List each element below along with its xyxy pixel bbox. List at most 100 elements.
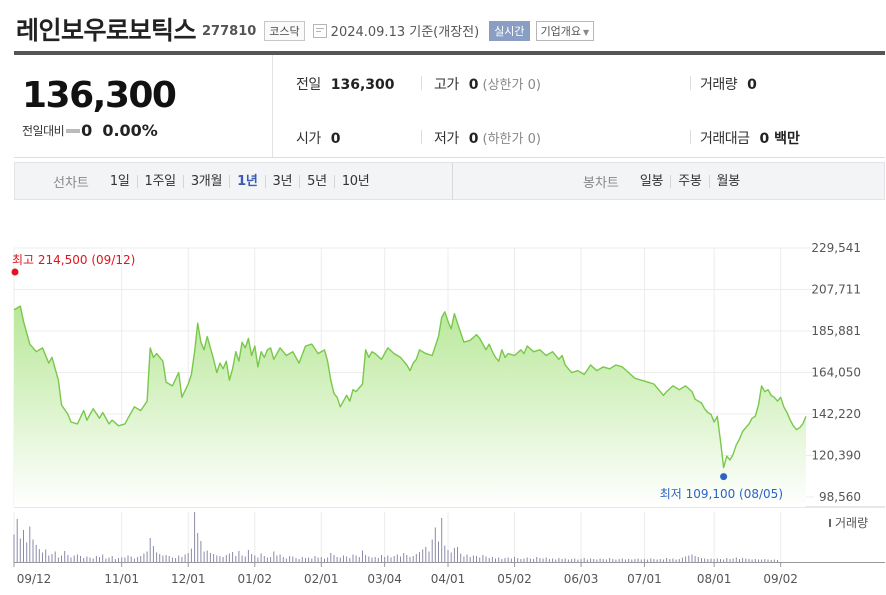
volume-bar [701, 558, 702, 562]
volume-bar [140, 556, 142, 562]
volume-bar [688, 555, 690, 562]
tab-10y[interactable]: 10년 [333, 174, 377, 188]
volume-bar [650, 558, 652, 562]
volume-bar [187, 553, 189, 562]
volume-bar [377, 558, 379, 562]
volume-bar [441, 518, 443, 562]
quote-panel: 136,300 전일대비 0 0.00% 전일 136,300 고가 0 (상한가 0… [14, 55, 885, 158]
volume-bar [390, 557, 392, 562]
volume-bar [355, 555, 357, 562]
volume-bar [45, 549, 47, 562]
volume-bar [675, 559, 677, 562]
volume-bar [761, 559, 763, 562]
tab-5y[interactable]: 5년 [299, 174, 334, 188]
tab-daily[interactable]: 일봉 [639, 173, 664, 189]
company-overview-dropdown[interactable]: 기업개요 ▼ [535, 20, 595, 41]
volume-bar [732, 558, 734, 562]
volume-bar [374, 557, 376, 562]
volume-bar [539, 558, 541, 562]
volume-bar [514, 557, 515, 562]
volume-bar [244, 556, 246, 562]
stat-value: 0 [468, 131, 479, 147]
volume-bar [751, 559, 753, 562]
realtime-button[interactable]: 실시간 [489, 20, 530, 41]
tab-3y[interactable]: 3년 [264, 174, 300, 188]
tab-1y[interactable]: 1년 [229, 174, 264, 188]
price-line [13, 305, 807, 469]
tab-monthly[interactable]: 월봉 [708, 174, 747, 188]
volume-bar [472, 555, 474, 562]
volume-bar [542, 558, 544, 562]
volume-bar [336, 557, 338, 562]
stock-code: 277810 [202, 23, 257, 39]
volume-bar [365, 555, 367, 562]
tab-1w[interactable]: 1주일 [136, 174, 183, 188]
period-bar: 선차트 1일 1주일 3개월 1년 3년 5년 10년 봉차트 일봉 주봉 월봉 [14, 162, 885, 200]
volume-bar [647, 559, 649, 562]
volume-bar [362, 550, 363, 562]
volume-bar [488, 558, 490, 562]
x-tick-label: 04/01 [431, 572, 466, 586]
volume-bar [637, 558, 639, 562]
volume-bar [726, 558, 728, 562]
x-tick-label: 11/01 [104, 572, 139, 586]
volume-bar [748, 559, 750, 562]
volume-bar [662, 559, 664, 562]
volume-bar [339, 557, 341, 562]
volume-bar [681, 557, 683, 562]
company-overview-label: 기업개요 [540, 24, 582, 38]
price-area [14, 306, 806, 507]
tab-1d[interactable]: 1일 [109, 173, 130, 189]
volume-bar [523, 558, 525, 562]
stat-label: 전일 [296, 77, 321, 93]
volume-bar [669, 559, 671, 562]
stat-high: 고가 0 (상한가 0) [434, 74, 541, 94]
current-price: 136,300 [22, 75, 177, 116]
volume-bar [305, 558, 306, 562]
volume-bar [83, 558, 85, 562]
volume-bar [396, 554, 398, 562]
volume-bar [346, 556, 348, 562]
volume-bar [162, 555, 164, 562]
stat-volume: 거래량 0 [700, 74, 757, 94]
volume-bar [723, 559, 725, 562]
line-chart-tabs: 선차트 1일 1주일 3개월 1년 3년 5년 10년 [53, 163, 376, 199]
volume-bar [507, 557, 509, 562]
volume-bar [190, 548, 192, 562]
tab-3m[interactable]: 3개월 [182, 174, 229, 188]
volume-bar [754, 559, 756, 562]
x-tick-label: 03/04 [367, 572, 402, 586]
volume-bar [105, 558, 107, 562]
volume-bar [330, 553, 332, 562]
volume-bar [213, 554, 215, 562]
volume-bar [691, 554, 693, 562]
volume-bar [605, 559, 607, 562]
volume-bar [510, 558, 512, 562]
volume-bar [251, 554, 253, 562]
volume-bar [276, 555, 278, 562]
volume-bar [634, 559, 636, 562]
candle-chart-label: 봉차트 [583, 175, 619, 191]
change-percent: 0.00% [102, 121, 158, 140]
y-tick-label: 229,541 [811, 241, 861, 255]
volume-bar [327, 557, 329, 562]
volume-bar [574, 558, 576, 562]
volume-bar [263, 556, 265, 562]
date-info: 2024.09.13 기준(개장전) [330, 25, 480, 40]
x-tick-label: 06/03 [564, 572, 599, 586]
volume-bar [640, 559, 642, 562]
volume-bar [428, 551, 430, 562]
volume-bar [415, 554, 417, 562]
volume-legend-icon [829, 519, 831, 527]
volume-bar [32, 539, 34, 562]
volume-bar [615, 559, 617, 562]
volume-bar [770, 560, 772, 562]
volume-bar [178, 555, 180, 562]
volume-bar [666, 558, 668, 562]
volume-bar [653, 559, 655, 562]
volume-bar [409, 557, 411, 562]
volume-bar [146, 551, 148, 562]
y-tick-label: 98,560 [819, 490, 861, 504]
tab-weekly[interactable]: 주봉 [670, 174, 708, 188]
